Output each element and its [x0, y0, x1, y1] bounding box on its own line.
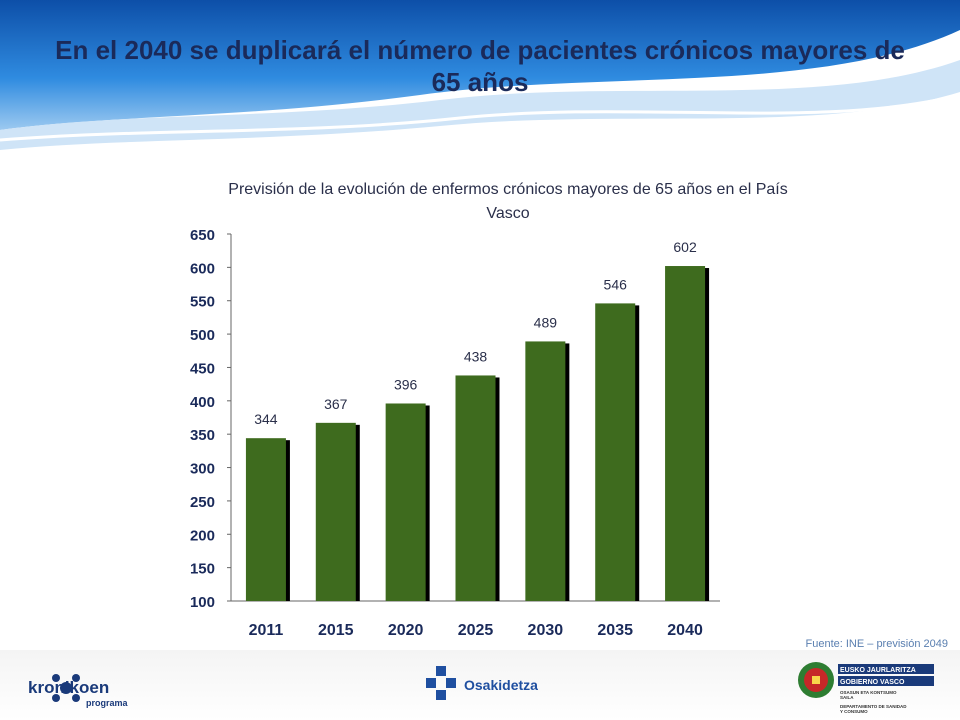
gov-line4: SAILA	[840, 695, 854, 700]
slide-title: En el 2040 se duplicará el número de pac…	[55, 35, 905, 97]
osakidetza-logo: Osakidetza	[426, 666, 538, 700]
y-tick-label: 600	[190, 260, 215, 277]
y-tick-label: 450	[190, 360, 215, 377]
y-tick-label: 650	[190, 227, 215, 244]
gov-line6: Y CONSUMO	[840, 709, 868, 714]
y-tick-label: 550	[190, 294, 215, 311]
header-banner	[0, 0, 960, 150]
footer-bar: kronikoen programa Osakidetza EUSKO JAUR…	[0, 650, 960, 720]
data-label-2025: 438	[464, 348, 488, 364]
kronikoen-sub: programa	[86, 698, 129, 708]
y-tick-label: 500	[190, 327, 215, 344]
chart-title-line1: Previsión de la evolución de enfermos cr…	[228, 181, 787, 198]
x-tick-label-2025: 2025	[458, 622, 494, 639]
kronikoen-word: kronikoen	[28, 678, 109, 697]
x-tick-label-2040: 2040	[667, 622, 703, 639]
gov-line3: OSASUN ETA KONTSUMO	[840, 690, 897, 695]
bar-2035	[595, 303, 636, 601]
data-label-2035: 546	[604, 276, 628, 292]
x-tick-label-2011: 2011	[249, 622, 284, 639]
medical-cross-icon	[426, 666, 456, 700]
y-tick-label: 100	[190, 594, 215, 611]
y-tick-label: 400	[190, 394, 215, 411]
data-label-2015: 367	[324, 396, 348, 412]
bar-2015	[315, 422, 356, 601]
kronikoen-logo-icon	[52, 674, 80, 702]
gov-line5: DEPARTAMENTO DE SANIDAD	[840, 704, 907, 709]
basque-coat-of-arms-icon	[798, 662, 834, 698]
y-tick-label: 150	[190, 561, 215, 578]
source-note: Fuente: INE – previsión 2049	[805, 638, 948, 650]
x-tick-label-2020: 2020	[388, 622, 424, 639]
gov-line2: GOBIERNO VASCO	[840, 679, 905, 686]
x-tick-label-2015: 2015	[318, 622, 354, 639]
data-label-2011: 344	[254, 411, 278, 427]
x-tick-label-2030: 2030	[528, 622, 564, 639]
y-tick-label: 300	[190, 461, 215, 478]
bar-2030	[525, 341, 566, 601]
bar-2011	[245, 438, 286, 601]
gov-line1: EUSKO JAURLARITZA	[840, 667, 916, 674]
y-tick-label: 200	[190, 527, 215, 544]
bar-2020	[385, 403, 426, 601]
x-tick-label-2035: 2035	[597, 622, 633, 639]
data-label-2030: 489	[534, 314, 558, 330]
data-label-2020: 396	[394, 376, 418, 392]
bar-2040	[665, 266, 706, 601]
data-label-2040: 602	[673, 239, 697, 255]
chart-title-line2: Vasco	[486, 205, 529, 222]
bar-2025	[455, 375, 496, 601]
y-tick-label: 250	[190, 494, 215, 511]
kronikoen-logo: kronikoen programa	[28, 674, 129, 708]
y-tick-label: 350	[190, 427, 215, 444]
osakidetza-word: Osakidetza	[464, 677, 538, 693]
government-logo: EUSKO JAURLARITZA GOBIERNO VASCO OSASUN …	[798, 662, 934, 714]
